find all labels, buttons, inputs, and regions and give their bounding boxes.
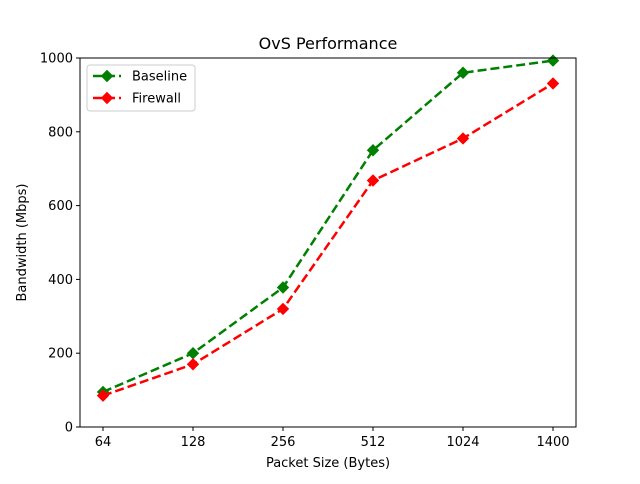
y-tick-label: 800 xyxy=(48,125,73,140)
series-line-baseline xyxy=(102,59,554,394)
data-point-firewall xyxy=(186,358,200,371)
x-axis-label: Packet Size (Bytes) xyxy=(266,456,390,471)
chart-title: OvS Performance xyxy=(259,34,398,53)
data-point-firewall xyxy=(456,132,470,145)
legend-entry-firewall: Firewall xyxy=(93,92,181,107)
x-tick-label: 512 xyxy=(361,435,386,450)
legend-entry-baseline: Baseline xyxy=(93,70,187,85)
x-tick-label: 128 xyxy=(181,435,206,450)
y-axis-ticks: 0 200 400 600 800 1000 xyxy=(40,52,80,436)
data-point-firewall xyxy=(366,174,380,187)
plot-frame xyxy=(79,57,577,428)
data-point-firewall xyxy=(546,77,560,90)
legend-marker-baseline xyxy=(100,69,114,83)
y-tick-label: 200 xyxy=(48,347,73,362)
legend-label-firewall: Firewall xyxy=(132,92,181,107)
series-firewall xyxy=(96,77,560,402)
series-baseline xyxy=(96,54,560,399)
y-tick-label: 1000 xyxy=(40,52,73,67)
x-tick-label: 1024 xyxy=(446,435,479,450)
series-line-firewall xyxy=(102,82,554,397)
data-point-firewall xyxy=(276,302,290,316)
legend-marker-firewall xyxy=(100,91,114,105)
legend-entries: Baseline Firewall xyxy=(93,70,187,107)
data-point-firewall xyxy=(96,389,110,402)
y-tick-label: 400 xyxy=(48,273,73,288)
legend-label-baseline: Baseline xyxy=(132,70,187,85)
y-tick-label: 0 xyxy=(65,421,73,436)
data-point-baseline xyxy=(456,66,470,79)
x-tick-label: 64 xyxy=(95,435,112,450)
data-point-baseline xyxy=(276,281,290,294)
series-layer xyxy=(96,54,560,402)
y-axis-label: Bandwidth (Mbps) xyxy=(15,184,30,302)
y-tick-label: 600 xyxy=(48,199,73,214)
x-axis-ticks: 64 128 256 512 1024 1400 xyxy=(95,427,570,450)
x-tick-label: 256 xyxy=(271,435,296,450)
legend: Baseline Firewall xyxy=(86,64,196,112)
x-tick-label: 1400 xyxy=(536,435,569,450)
data-point-baseline xyxy=(366,144,380,157)
